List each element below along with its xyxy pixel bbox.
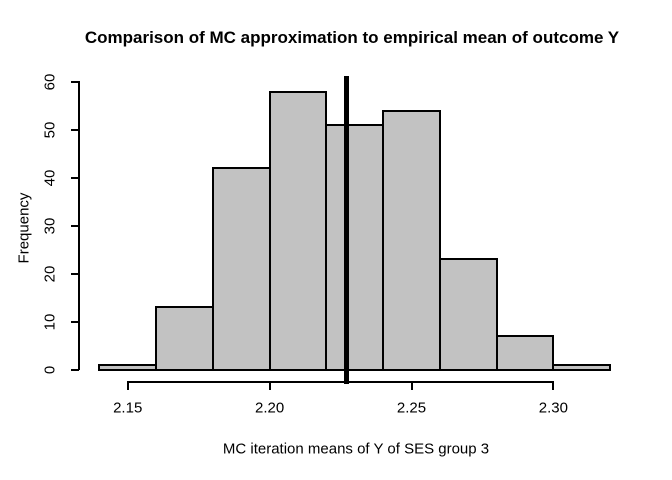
x-axis-line xyxy=(126,380,555,383)
x-tick-label: 2.15 xyxy=(113,399,143,417)
histogram-bar xyxy=(325,124,385,371)
histogram-bar xyxy=(438,258,498,371)
y-tick-label: 30 xyxy=(41,217,59,235)
empirical-mean-vline xyxy=(343,76,349,384)
y-tick xyxy=(70,176,79,179)
histogram-bar xyxy=(495,334,555,371)
x-tick-label: 2.30 xyxy=(538,399,568,417)
x-tick-label: 2.25 xyxy=(396,399,427,417)
histogram-bar xyxy=(268,90,328,371)
x-axis-label: MC iteration means of Y of SES group 3 xyxy=(222,440,490,458)
histogram-bar xyxy=(98,363,158,371)
x-tick xyxy=(268,382,271,390)
x-tick xyxy=(410,382,413,390)
y-tick-label: 20 xyxy=(41,265,59,283)
y-tick-label: 10 xyxy=(41,313,59,330)
y-tick-label: 50 xyxy=(41,121,59,139)
histogram-bar xyxy=(155,306,214,371)
y-tick xyxy=(70,224,79,227)
y-axis-label: Frequency xyxy=(15,192,33,264)
x-tick xyxy=(126,382,129,390)
x-tick xyxy=(552,382,555,390)
y-axis-line xyxy=(77,81,80,371)
histogram-bar xyxy=(211,167,271,371)
y-tick xyxy=(70,368,79,371)
y-tick xyxy=(70,272,79,275)
y-tick xyxy=(70,81,79,84)
y-tick xyxy=(70,320,79,323)
y-tick-label: 40 xyxy=(41,169,59,187)
y-tick-label: 60 xyxy=(41,73,59,91)
histogram-bar xyxy=(382,109,441,371)
chart-title: Comparison of MC approximation to empiri… xyxy=(84,28,620,47)
y-tick-label: 0 xyxy=(41,365,59,374)
histogram-bar xyxy=(552,363,612,371)
y-tick xyxy=(70,129,79,131)
x-tick-label: 2.20 xyxy=(254,399,285,417)
